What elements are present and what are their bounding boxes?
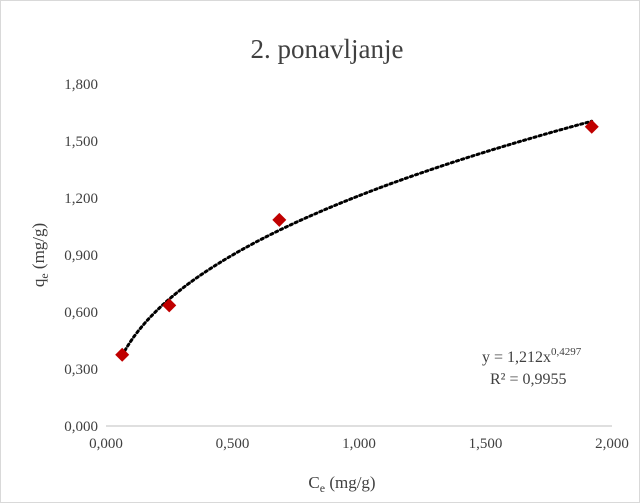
x-tick-label: 2,000 xyxy=(595,436,629,452)
x-axis-ticks: 0,000 0,500 1,000 1,500 2,000 xyxy=(89,436,629,452)
trend-equation: y = 1,212x0,4297 xyxy=(482,346,582,366)
x-axis-label: Ce (mg/g) xyxy=(308,473,375,495)
y-tick-label: 0,300 xyxy=(64,362,98,378)
chart-title: 2. ponavljanje xyxy=(251,34,404,64)
data-point xyxy=(115,347,130,362)
y-tick-label: 1,800 xyxy=(64,77,98,93)
x-tick-label: 0,000 xyxy=(89,436,123,452)
y-tick-label: 0,900 xyxy=(64,248,98,264)
x-tick-label: 1,500 xyxy=(469,436,503,452)
data-points xyxy=(115,119,599,362)
x-tick-label: 1,000 xyxy=(342,436,376,452)
plot-area: 0,000 0,500 1,000 1,500 2,000 0,000 0,300 0,60… xyxy=(64,77,629,452)
data-point xyxy=(584,119,599,134)
r-squared-label: R² = 0,9955 xyxy=(490,371,567,388)
x-tick-label: 0,500 xyxy=(216,436,250,452)
y-tick-label: 1,200 xyxy=(64,191,98,207)
data-point xyxy=(162,298,177,313)
trendline xyxy=(120,119,594,357)
y-axis-label: qe (mg/g) xyxy=(29,223,51,287)
data-point xyxy=(272,212,287,227)
y-tick-label: 1,500 xyxy=(64,134,98,150)
y-tick-label: 0,000 xyxy=(64,419,98,435)
y-tick-label: 0,600 xyxy=(64,305,98,321)
y-axis-ticks: 0,000 0,300 0,600 0,900 1,200 1,500 1,800 xyxy=(64,77,98,435)
